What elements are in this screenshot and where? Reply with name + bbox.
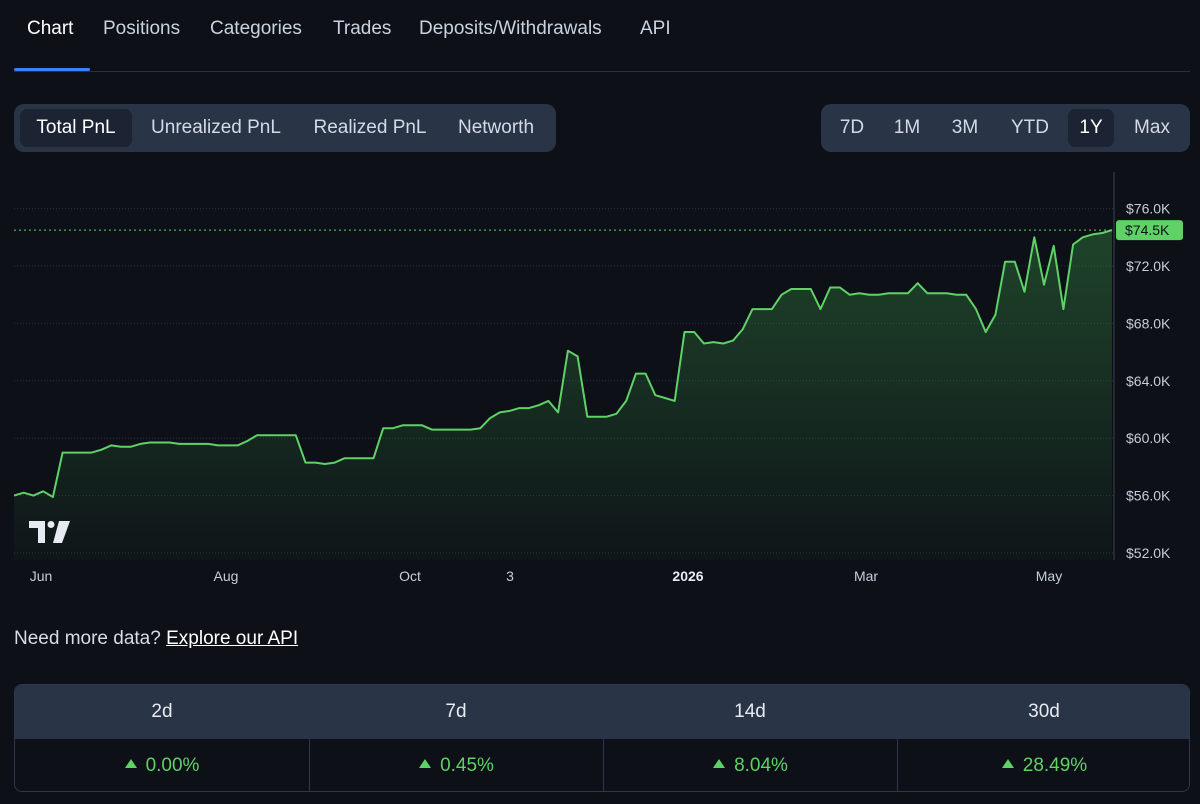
pnl-area-fill [14,230,1112,560]
metric-networth-button[interactable]: Networth [457,117,535,138]
stats-header-2d: 2d [151,701,173,722]
x-tick-label: Aug [214,568,239,584]
api-prompt-text: Need more data? [14,628,161,649]
stats-value-2d: 0.00% [15,739,309,791]
stats-value-14d: 8.04% [603,739,897,791]
pnl-chart[interactable]: $76.0K $72.0K $68.0K $64.0K $60.0K $56.0K $52.… [0,172,1200,592]
y-axis-ticks: $76.0K $72.0K $68.0K $64.0K $60.0K $56.0K $52.… [1126,201,1171,561]
up-arrow-icon [419,759,432,768]
range-3m-button[interactable]: 3M [951,117,979,138]
explore-api-link[interactable]: Explore our API [166,628,299,649]
tab-categories[interactable]: Categories [210,18,302,39]
y-tick-label: $72.0K [1126,258,1171,274]
stats-change-30d: 28.49% [1022,755,1088,776]
y-tick-label: $68.0K [1126,315,1171,331]
range-ytd-button[interactable]: YTD [1011,117,1049,138]
y-tick-label: $64.0K [1126,373,1171,389]
stats-value-30d: 28.49% [897,739,1189,791]
y-tick-label: $76.0K [1126,201,1171,217]
x-tick-label: Oct [399,568,421,584]
x-tick-label: 2026 [672,568,703,584]
stats-header-14d: 14d [734,701,766,722]
tab-api[interactable]: API [640,18,671,39]
top-nav: Chart Positions Categories Trades Deposi… [0,0,1200,72]
metric-unrealized-pnl-button[interactable]: Unrealized PnL [151,117,281,138]
up-arrow-icon [713,759,726,768]
up-arrow-icon [124,759,137,768]
tab-positions[interactable]: Positions [103,18,181,39]
range-max-button[interactable]: Max [1134,117,1170,138]
stats-change-14d: 8.04% [734,755,788,776]
range-1y-button[interactable]: 1Y [1068,109,1114,147]
metric-realized-pnl-button[interactable]: Realized PnL [313,117,427,138]
current-value-tag-bg [1116,220,1183,241]
pnl-chart-svg: $76.0K $72.0K $68.0K $64.0K $60.0K $56.0K $52.… [13,172,1183,584]
range-selector: 7D 1M 3M YTD 1Y Max [821,104,1190,152]
stats-header-row: 2d 7d 14d 30d [15,685,1189,739]
up-arrow-icon [1001,759,1014,768]
tradingview-logo-icon [29,521,70,543]
current-value-tag: $74.5K [1116,220,1183,241]
metric-total-pnl-button[interactable]: Total PnL [20,109,132,147]
x-tick-label: 3 [506,568,514,584]
x-tick-label: Mar [854,568,878,584]
active-tab-indicator [14,68,90,71]
stats-value-row: 0.00% 0.45% 8.04% 28.49% [15,739,1189,791]
y-tick-label: $60.0K [1126,430,1171,446]
nav-divider [14,71,1190,72]
pnl-series-line [13,229,1113,498]
y-tick-label: $56.0K [1126,488,1171,504]
x-axis-ticks: Jun Aug Oct 3 2026 Mar May [30,568,1063,584]
range-7d-button[interactable]: 7D [839,117,865,138]
range-1m-button[interactable]: 1M [893,117,921,138]
stats-change-7d: 0.45% [440,755,494,776]
stats-change-2d: 0.00% [145,755,200,776]
tab-chart[interactable]: Chart [27,18,74,39]
stats-value-7d: 0.45% [309,739,603,791]
stats-header-7d: 7d [445,701,467,722]
performance-stats-table: 2d 7d 14d 30d 0.00% 0.45% 8.04% 28.49% [14,684,1190,792]
x-tick-label: May [1036,568,1062,584]
tab-trades[interactable]: Trades [333,18,392,39]
current-value-tag-label: $74.5K [1125,222,1170,238]
stats-header-30d: 30d [1028,701,1060,722]
api-prompt: Need more data? Explore our API [14,628,298,650]
metric-selector: Total PnL Unrealized PnL Realized PnL Ne… [14,104,556,152]
y-tick-label: $52.0K [1126,545,1171,561]
tab-deposits-withdrawals[interactable]: Deposits/Withdrawals [419,18,602,39]
x-tick-label: Jun [30,568,53,584]
